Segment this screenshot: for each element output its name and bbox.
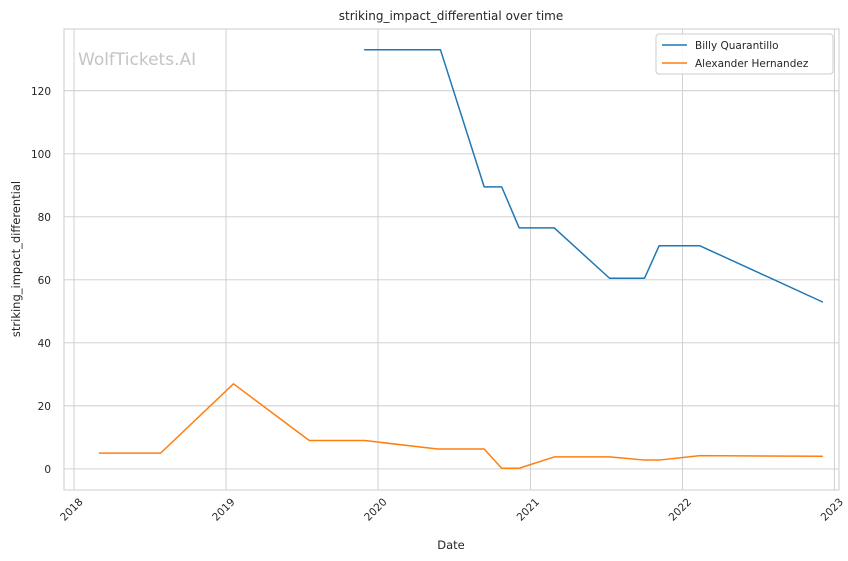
series-line-2 — [98, 383, 824, 470]
x-tick-label: 2022 — [667, 496, 694, 523]
y-gridlines — [64, 90, 839, 470]
y-tick-label: 20 — [38, 401, 51, 413]
series-layer — [98, 49, 824, 470]
x-axis-label: Date — [437, 538, 465, 552]
chart-title: striking_impact_differential over time — [339, 9, 564, 23]
y-tick-label: 40 — [38, 338, 51, 350]
watermark: WolfTickets.AI — [78, 50, 196, 70]
x-tick-label: 2021 — [515, 496, 542, 523]
x-tick-label: 2020 — [362, 496, 389, 523]
x-tick-label: 2019 — [210, 496, 237, 523]
series-line-1 — [363, 49, 824, 303]
y-axis-label: striking_impact_differential — [9, 181, 23, 337]
legend: Billy Quarantillo Alexander Hernandez — [655, 33, 834, 75]
y-tick-label: 120 — [31, 86, 51, 98]
y-tick-label: 60 — [38, 275, 51, 287]
y-tick-label: 0 — [44, 464, 51, 476]
x-tick-labels: 2018 2019 2020 2021 2022 2023 — [58, 496, 846, 523]
y-tick-labels: 0 20 40 60 80 100 120 — [31, 86, 51, 476]
legend-entry-2: Alexander Hernandez — [695, 58, 809, 70]
y-tick-label: 80 — [38, 212, 51, 224]
legend-box — [655, 33, 834, 75]
y-tick-label: 100 — [31, 149, 51, 161]
x-tick-label: 2023 — [819, 496, 846, 523]
x-tick-label: 2018 — [58, 496, 85, 523]
x-gridlines — [73, 29, 835, 490]
legend-entry-1: Billy Quarantillo — [695, 40, 779, 52]
plot-frame — [63, 28, 840, 491]
